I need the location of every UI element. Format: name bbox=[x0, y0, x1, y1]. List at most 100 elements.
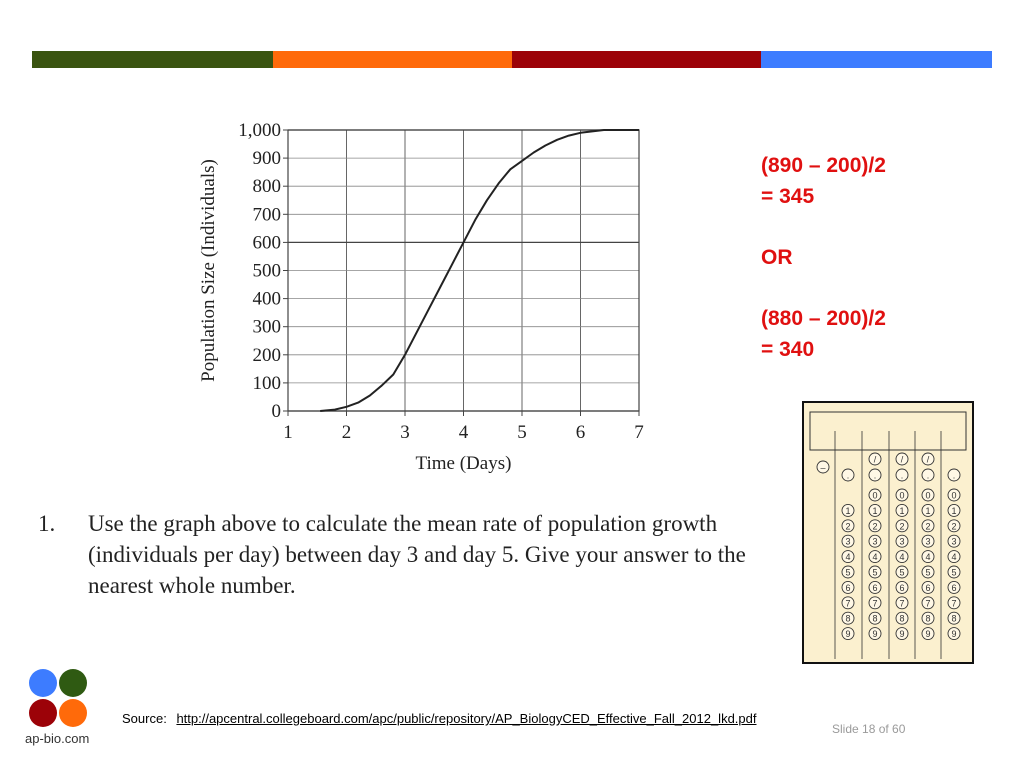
digit-bubble[interactable] bbox=[895, 534, 909, 548]
x-axis-label: Time (Days) bbox=[416, 453, 512, 474]
digit-bubble[interactable] bbox=[895, 596, 909, 610]
digit-bubble[interactable] bbox=[921, 580, 935, 594]
digit-bubble-label: 3 bbox=[951, 537, 956, 547]
digit-bubble[interactable] bbox=[947, 550, 961, 564]
digit-bubble[interactable] bbox=[868, 627, 882, 641]
digit-bubble[interactable] bbox=[841, 550, 855, 564]
digit-bubble[interactable] bbox=[947, 611, 961, 625]
digit-bubble[interactable] bbox=[868, 611, 882, 625]
slash-bubble-label: / bbox=[874, 455, 877, 465]
digit-bubble[interactable] bbox=[841, 519, 855, 533]
digit-bubble[interactable] bbox=[921, 534, 935, 548]
digit-bubble[interactable] bbox=[921, 519, 935, 533]
slash-bubble-label: / bbox=[927, 455, 930, 465]
source-link[interactable]: http://apcentral.collegeboard.com/apc/pu… bbox=[176, 711, 757, 726]
digit-bubble[interactable] bbox=[841, 611, 855, 625]
digit-bubble[interactable] bbox=[895, 627, 909, 641]
decimal-bubble-label: . bbox=[901, 471, 904, 481]
digit-bubble[interactable] bbox=[841, 580, 855, 594]
digit-bubble[interactable] bbox=[895, 550, 909, 564]
digit-bubble[interactable] bbox=[895, 488, 909, 502]
digit-bubble[interactable] bbox=[841, 503, 855, 517]
digit-bubble[interactable] bbox=[868, 534, 882, 548]
digit-bubble[interactable] bbox=[921, 550, 935, 564]
digit-bubble[interactable] bbox=[947, 596, 961, 610]
decimal-bubble[interactable] bbox=[921, 468, 935, 482]
decimal-bubble[interactable] bbox=[895, 468, 909, 482]
logo-circle-red bbox=[29, 699, 57, 727]
top-bar-segment-green bbox=[32, 51, 273, 68]
digit-bubble[interactable] bbox=[868, 503, 882, 517]
digit-bubble-label: 2 bbox=[951, 521, 956, 531]
slash-bubble[interactable] bbox=[895, 452, 909, 466]
digit-bubble[interactable] bbox=[868, 550, 882, 564]
digit-bubble[interactable] bbox=[947, 503, 961, 517]
decimal-bubble[interactable] bbox=[947, 468, 961, 482]
y-tick-label: 600 bbox=[253, 232, 282, 253]
digit-bubble-label: 4 bbox=[925, 552, 930, 562]
digit-bubble[interactable] bbox=[921, 627, 935, 641]
source-citation: Source: http://apcentral.collegeboard.co… bbox=[122, 711, 756, 726]
y-tick-label: 200 bbox=[253, 345, 282, 366]
y-tick-label: 300 bbox=[253, 317, 282, 338]
digit-bubble[interactable] bbox=[868, 488, 882, 502]
decimal-bubble[interactable] bbox=[841, 468, 855, 482]
digit-bubble[interactable] bbox=[947, 565, 961, 579]
digit-bubble[interactable] bbox=[947, 519, 961, 533]
digit-bubble[interactable] bbox=[921, 611, 935, 625]
digit-bubble-label: 7 bbox=[872, 598, 877, 608]
digit-bubble[interactable] bbox=[895, 519, 909, 533]
digit-bubble[interactable] bbox=[947, 534, 961, 548]
digit-bubble[interactable] bbox=[921, 503, 935, 517]
decimal-bubble-label: . bbox=[847, 471, 850, 481]
digit-bubble[interactable] bbox=[868, 596, 882, 610]
answer-line-4: = 340 bbox=[761, 338, 815, 361]
gridded-response-form: – / / /..... 1 2 3 4 5 6 7 8 9 0 1 2 3 4 5 6 7 8 9 0 1 2 3 4 5 6 7 8 9 0 1… bbox=[802, 401, 974, 664]
x-tick-label: 6 bbox=[576, 422, 586, 443]
digit-bubble-label: 0 bbox=[872, 491, 877, 501]
digit-bubble-label: 1 bbox=[925, 506, 930, 516]
digit-bubble[interactable] bbox=[868, 519, 882, 533]
y-tick-label: 1,000 bbox=[238, 120, 281, 141]
grid-form-svg: – / / /.... . 1 2 3 4 5 6 7 8 9 0 1 2 3 4 5 6 7 8 9 0 1 2 3 4 5 6 7 8 9 0 1… bbox=[809, 411, 967, 659]
decimal-bubble-label: . bbox=[927, 471, 930, 481]
minus-bubble[interactable] bbox=[816, 460, 830, 474]
digit-bubble[interactable] bbox=[868, 565, 882, 579]
digit-bubble[interactable] bbox=[895, 580, 909, 594]
digit-bubble[interactable] bbox=[895, 611, 909, 625]
x-tick-label: 2 bbox=[342, 422, 352, 443]
digit-bubble[interactable] bbox=[947, 580, 961, 594]
digit-bubble[interactable] bbox=[841, 596, 855, 610]
slash-bubble[interactable] bbox=[921, 452, 935, 466]
digit-bubble[interactable] bbox=[947, 488, 961, 502]
logo-circle-green bbox=[59, 669, 87, 697]
question-number: 1. bbox=[38, 511, 56, 536]
digit-bubble-label: 4 bbox=[872, 552, 877, 562]
digit-bubble-label: 6 bbox=[951, 583, 956, 593]
y-tick-label: 500 bbox=[253, 261, 282, 282]
answer-calculations: (890 – 200)/2 = 345 OR (880 – 200)/2 = 3… bbox=[761, 150, 981, 365]
digit-bubble[interactable] bbox=[921, 596, 935, 610]
digit-bubble[interactable] bbox=[841, 534, 855, 548]
decimal-bubble[interactable] bbox=[868, 468, 882, 482]
slash-bubble[interactable] bbox=[868, 452, 882, 466]
y-tick-label: 800 bbox=[253, 176, 282, 197]
digit-bubble[interactable] bbox=[841, 627, 855, 641]
y-tick-label: 100 bbox=[253, 373, 282, 394]
digit-bubble[interactable] bbox=[921, 565, 935, 579]
series-line bbox=[320, 129, 639, 412]
digit-bubble-label: 2 bbox=[872, 521, 877, 531]
top-bar-segment-red bbox=[512, 51, 761, 68]
digit-bubble-label: 9 bbox=[951, 629, 956, 639]
digit-bubble-label: 2 bbox=[925, 521, 930, 531]
digit-bubble[interactable] bbox=[921, 488, 935, 502]
digit-bubble[interactable] bbox=[947, 627, 961, 641]
digit-bubble[interactable] bbox=[895, 565, 909, 579]
ap-bio-logo bbox=[29, 669, 87, 727]
slash-bubble-label: / bbox=[901, 455, 904, 465]
digit-bubble[interactable] bbox=[841, 565, 855, 579]
digit-bubble-label: 5 bbox=[845, 568, 850, 578]
digit-bubble[interactable] bbox=[868, 580, 882, 594]
digit-bubble-label: 3 bbox=[899, 537, 904, 547]
digit-bubble[interactable] bbox=[895, 503, 909, 517]
